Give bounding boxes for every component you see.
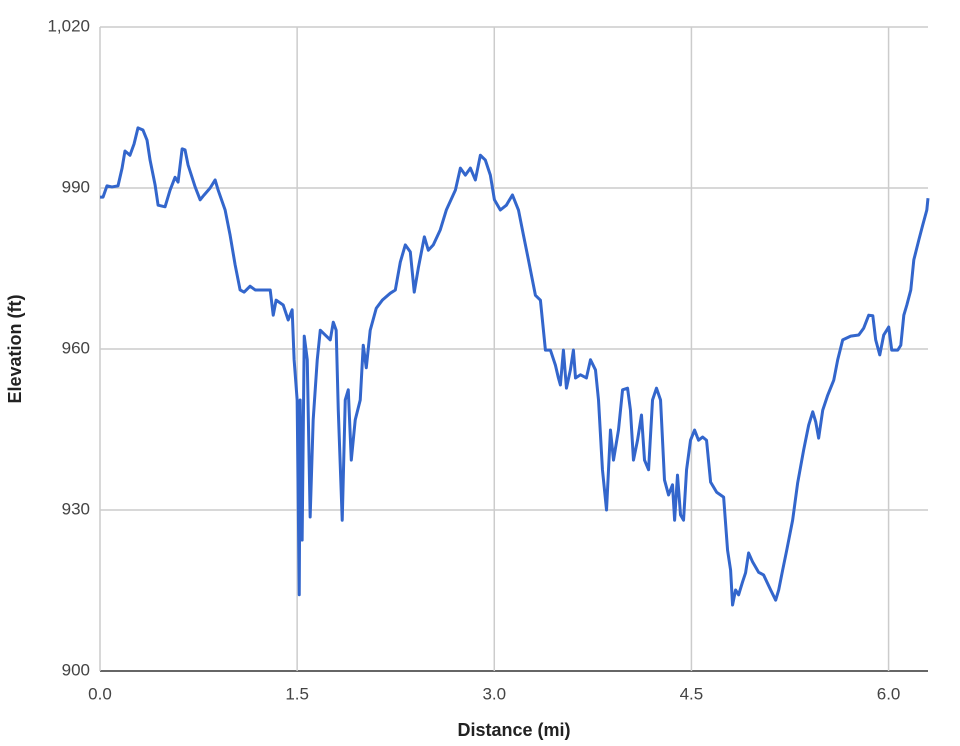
x-tick-label: 6.0 xyxy=(877,684,901,703)
elevation-line xyxy=(100,126,930,607)
y-tick-label: 930 xyxy=(62,499,90,518)
y-tick-label: 900 xyxy=(62,660,90,679)
x-tick-label: 4.5 xyxy=(680,684,704,703)
x-axis-title: Distance (mi) xyxy=(457,720,570,740)
x-tick-label: 3.0 xyxy=(482,684,506,703)
y-tick-label: 1,020 xyxy=(47,16,90,35)
y-tick-label: 990 xyxy=(62,177,90,196)
y-tick-label: 960 xyxy=(62,338,90,357)
y-axis-title: Elevation (ft) xyxy=(5,294,25,403)
x-tick-label: 0.0 xyxy=(88,684,112,703)
x-tick-label: 1.5 xyxy=(285,684,309,703)
